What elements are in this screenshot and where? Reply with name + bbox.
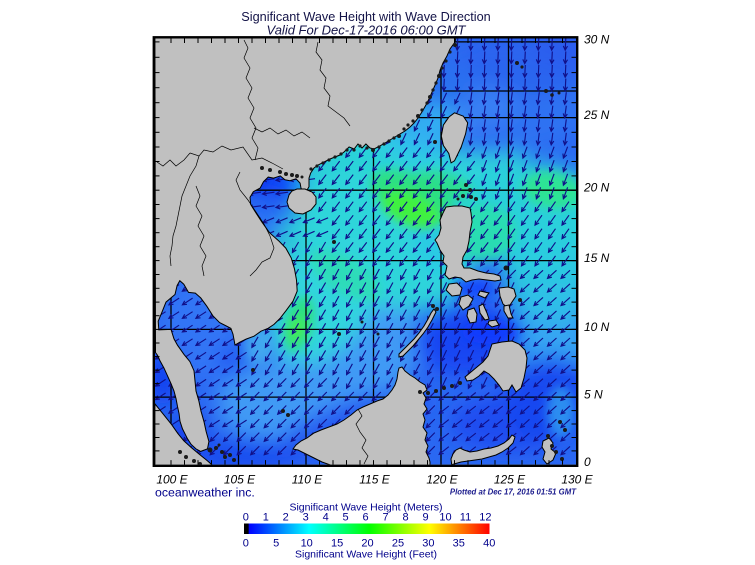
svg-text:Significant Wave Height (Meter: Significant Wave Height (Meters)	[289, 502, 442, 514]
svg-text:30 N: 30 N	[584, 32, 610, 46]
svg-text:12: 12	[479, 512, 491, 524]
svg-text:5: 5	[273, 538, 279, 550]
svg-text:115 E: 115 E	[359, 473, 390, 487]
svg-text:105 E: 105 E	[224, 473, 256, 487]
svg-text:0: 0	[584, 455, 591, 469]
svg-text:3: 3	[303, 512, 309, 524]
svg-text:7: 7	[383, 512, 389, 524]
svg-text:11: 11	[460, 512, 471, 524]
svg-text:5 N: 5 N	[584, 388, 603, 402]
svg-text:Significant Wave Height with W: Significant Wave Height with Wave Direct…	[241, 10, 490, 24]
svg-text:30: 30	[422, 538, 434, 550]
svg-text:35: 35	[453, 538, 465, 550]
svg-text:2: 2	[283, 512, 289, 524]
svg-text:6: 6	[363, 512, 369, 524]
svg-text:0: 0	[243, 512, 249, 524]
svg-text:10: 10	[301, 538, 313, 550]
svg-text:Significant Wave Height (Feet): Significant Wave Height (Feet)	[295, 549, 437, 561]
svg-text:Valid For Dec-17-2016 06:00 GM: Valid For Dec-17-2016 06:00 GMT	[267, 22, 467, 37]
svg-text:15 N: 15 N	[584, 251, 610, 265]
svg-text:Plotted at Dec 17, 2016 01:51: Plotted at Dec 17, 2016 01:51 GMT	[450, 488, 577, 497]
svg-text:8: 8	[403, 512, 409, 524]
svg-text:10 N: 10 N	[584, 320, 610, 334]
svg-text:20 N: 20 N	[583, 181, 610, 195]
svg-text:25: 25	[392, 538, 404, 550]
svg-text:40: 40	[483, 538, 495, 550]
svg-text:125 E: 125 E	[494, 473, 526, 487]
svg-text:oceanweather inc.: oceanweather inc.	[155, 486, 255, 500]
svg-text:10: 10	[439, 512, 451, 524]
svg-text:5: 5	[343, 512, 349, 524]
svg-text:20: 20	[361, 538, 373, 550]
svg-text:25 N: 25 N	[583, 108, 610, 122]
svg-text:120 E: 120 E	[426, 473, 458, 487]
svg-text:0: 0	[243, 538, 249, 550]
svg-text:130 E: 130 E	[561, 473, 593, 487]
svg-text:1: 1	[263, 512, 269, 524]
svg-text:110 E: 110 E	[292, 473, 323, 487]
svg-text:100 E: 100 E	[156, 473, 188, 487]
svg-text:15: 15	[331, 538, 343, 550]
svg-text:4: 4	[323, 512, 329, 524]
svg-text:9: 9	[422, 512, 428, 524]
